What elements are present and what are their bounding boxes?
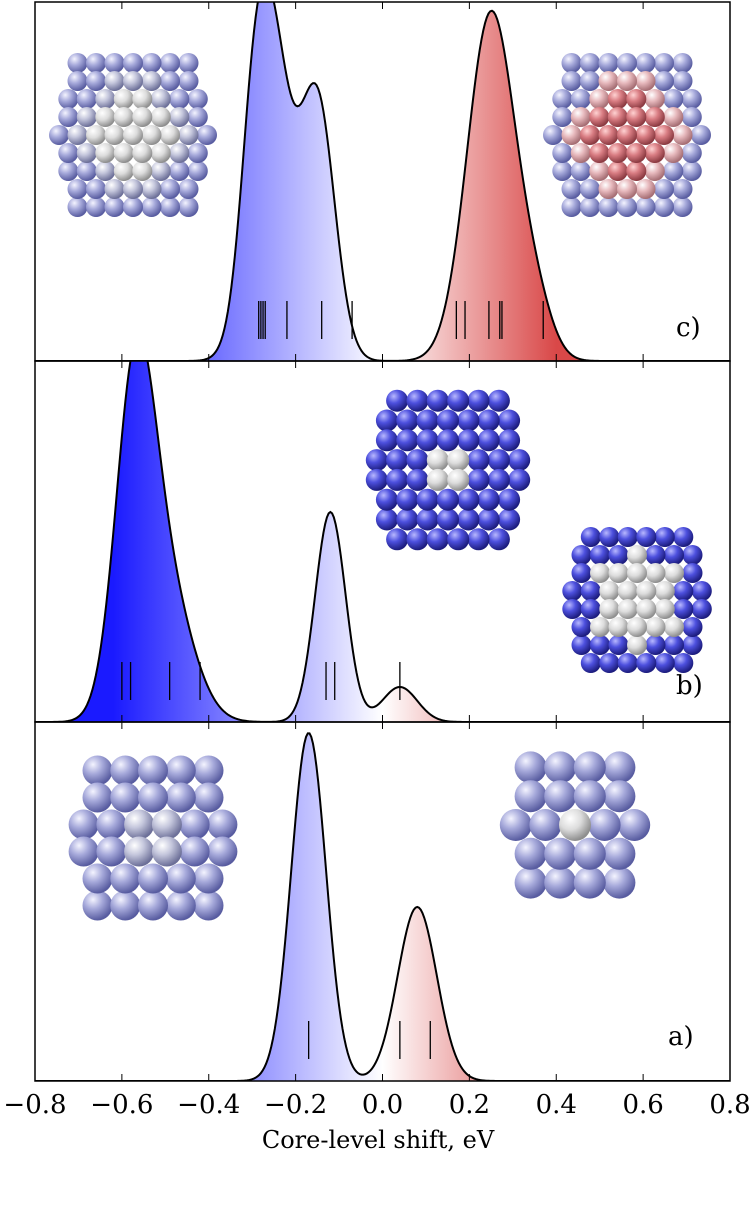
x-tick-label: 0.0 [362, 1090, 403, 1120]
cluster-a-left [68, 755, 238, 921]
cluster-c-right [543, 53, 711, 217]
cluster-b-top [365, 389, 531, 551]
icosahedral-cluster-c-left [49, 53, 217, 217]
x-axis-label: Core-level shift, eV [262, 1126, 495, 1154]
panel-label-a: a) [668, 1022, 694, 1052]
panel-label-c: c) [676, 313, 701, 343]
x-axis: −0.8 −0.6 −0.4 −0.2 0.0 0.2 0.4 0.6 0.8 [3, 1090, 750, 1120]
x-tick-label: −0.8 [3, 1090, 66, 1120]
x-tick-label: 0.2 [449, 1090, 490, 1120]
x-tick-label: 0.8 [709, 1090, 750, 1120]
x-tick-label: −0.2 [264, 1090, 327, 1120]
panel-label-b: b) [676, 671, 703, 701]
spectrum-line-b [35, 361, 730, 722]
x-tick-label: 0.4 [536, 1090, 577, 1120]
x-tick-label: −0.6 [90, 1090, 153, 1120]
x-tick-label: 0.6 [622, 1090, 663, 1120]
cluster-b-right [562, 527, 712, 673]
panel-a [34, 721, 731, 1082]
spectrum-fill-b [35, 361, 730, 722]
x-tick-label: −0.4 [177, 1090, 240, 1120]
cluster-a-right [499, 751, 651, 899]
spectrum-line-a [35, 732, 730, 1081]
